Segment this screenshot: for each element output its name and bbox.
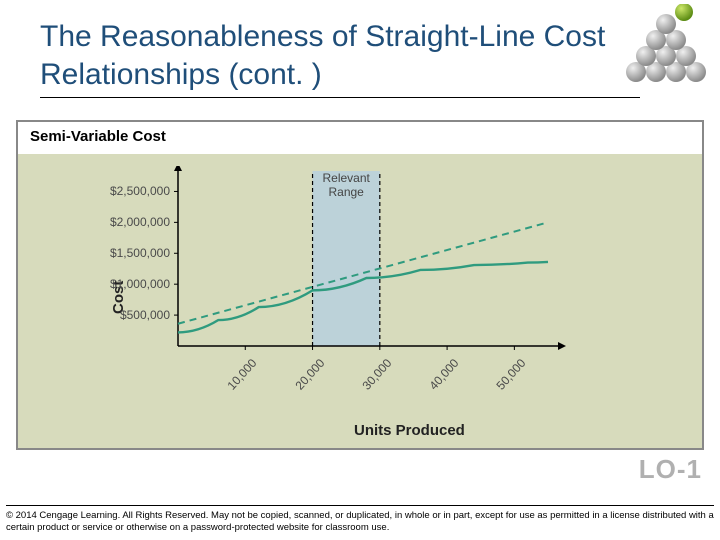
x-axis-arrow [558, 342, 566, 350]
copyright-text: © 2014 Cengage Learning. All Rights Rese… [6, 505, 714, 534]
decor-spheres [618, 4, 708, 84]
y-tick-label: $1,000,000 [90, 277, 170, 291]
page-title: The Reasonableness of Straight-Line Cost… [0, 0, 720, 97]
y-axis-arrow [174, 166, 182, 171]
y-tick-label: $2,000,000 [90, 215, 170, 229]
x-axis-title: Units Produced [354, 422, 465, 439]
relevant-label-2: Range [328, 185, 364, 199]
slide: The Reasonableness of Straight-Line Cost… [0, 0, 720, 540]
title-underline [40, 97, 640, 98]
y-tick-label: $500,000 [90, 308, 170, 322]
relevant-label-1: Relevant [322, 171, 370, 185]
y-tick-label: $1,500,000 [90, 246, 170, 260]
y-tick-label: $2,500,000 [90, 184, 170, 198]
figure-container: Semi-Variable Cost RelevantRange Cost Un… [16, 120, 704, 450]
lo-badge: LO-1 [639, 454, 702, 485]
figure-title: Semi-Variable Cost [30, 128, 166, 145]
